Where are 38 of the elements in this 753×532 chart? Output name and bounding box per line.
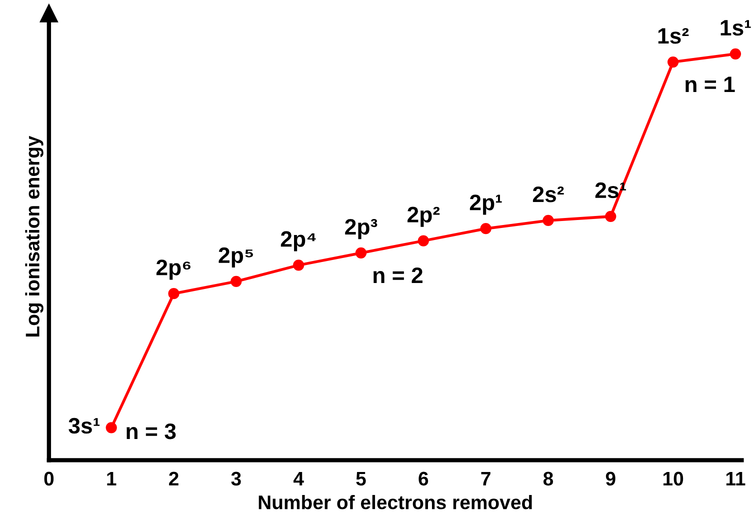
y-axis-title: Log ionisation energy [25,136,44,336]
x-tick-label: 0 [44,472,54,486]
x-tick-label: 9 [606,472,616,486]
point [418,235,429,246]
annotation: 2p² [408,206,440,227]
annotation: n = 1 [686,76,735,92]
annotation: 2p⁶ [156,260,190,280]
annotation: n = 3 [126,423,176,440]
annotation: 2p⁵ [218,247,253,268]
x-tick-label: 11 [726,472,746,486]
point [168,288,180,300]
annotation: 2p³ [345,218,378,240]
point [230,276,242,287]
x-tick-label: 4 [293,472,304,486]
x-tick-label: 10 [663,472,684,486]
x-tick-label: 1 [107,472,116,486]
point [106,422,117,434]
annotation: 3s¹ [68,418,100,434]
annotation: 1s² [658,28,689,44]
x-tick-label: 2 [169,472,178,486]
point [667,56,679,68]
point [542,214,554,226]
x-tick-label: 6 [418,472,428,486]
annotation: 2p⁴ [280,231,316,252]
annotation: 2p¹ [470,194,502,215]
point [480,223,492,234]
x-tick-label: 8 [543,472,554,486]
x-tick-label: 7 [481,472,490,486]
point [293,260,304,271]
x-axis-title: Number of electrons removed [258,494,532,510]
point [730,48,742,60]
annotation: 2s² [532,186,564,202]
point [355,247,367,259]
point [605,210,616,222]
annotation: n = 2 [374,267,422,283]
x-tick-label: 5 [356,472,366,486]
annotation: 1s¹ [720,20,751,36]
x-tick-label: 3 [231,472,241,486]
